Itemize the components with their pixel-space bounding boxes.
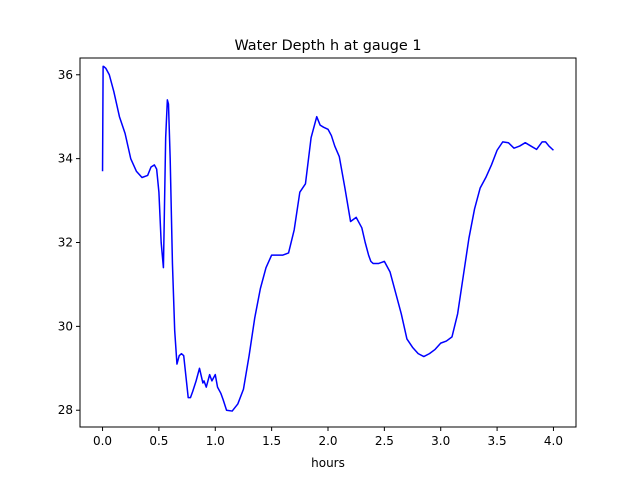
chart-title: Water Depth h at gauge 1 <box>234 38 421 54</box>
y-tick-label: 32 <box>58 236 73 250</box>
y-tick-label: 30 <box>58 319 73 333</box>
y-tick-label: 34 <box>58 152 73 166</box>
series-line-0 <box>101 65 554 412</box>
x-tick-label: 4.0 <box>544 434 563 448</box>
x-axis-label: hours <box>311 456 345 470</box>
y-tick-label: 28 <box>58 403 73 417</box>
x-tick-label: 3.5 <box>488 434 507 448</box>
x-tick-label: 3.0 <box>431 434 450 448</box>
x-tick-label: 2.0 <box>318 434 337 448</box>
y-axis: 28 30 32 34 36 <box>58 68 80 417</box>
x-tick-label: 2.5 <box>375 434 394 448</box>
x-tick-label: 0.5 <box>149 434 168 448</box>
x-axis: 0.0 0.5 1.0 1.5 2.0 2.5 3.0 3.5 4.0 <box>93 427 563 448</box>
x-tick-label: 1.0 <box>206 434 225 448</box>
series-layer <box>101 65 554 412</box>
x-tick-label: 1.5 <box>262 434 281 448</box>
x-tick-label: 0.0 <box>93 434 112 448</box>
y-tick-label: 36 <box>58 68 73 82</box>
